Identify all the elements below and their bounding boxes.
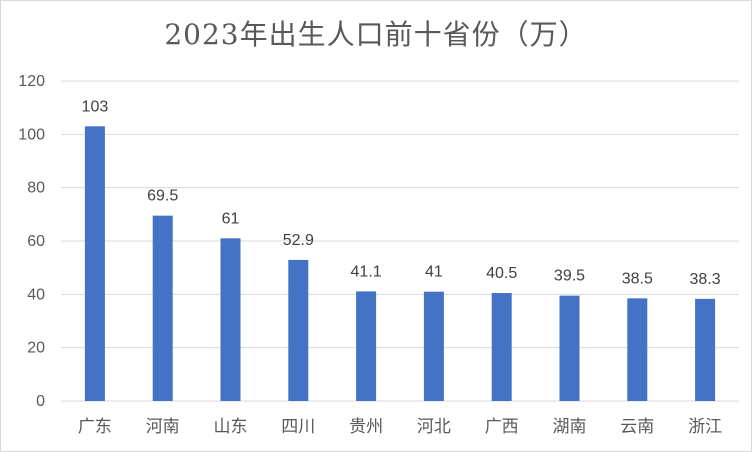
data-label: 69.5: [147, 188, 178, 205]
y-tick-label: 100: [18, 126, 45, 143]
y-tick-label: 40: [27, 286, 45, 303]
bar: [356, 291, 377, 401]
data-label: 40.5: [486, 265, 517, 282]
bar: [695, 298, 716, 401]
x-category-label: 浙江: [688, 417, 722, 437]
y-tick-label: 80: [27, 180, 45, 197]
data-label: 39.5: [554, 268, 585, 285]
x-category-label: 贵州: [349, 417, 383, 437]
bar: [84, 126, 105, 401]
y-tick-label: 60: [27, 233, 45, 250]
data-label: 38.3: [690, 271, 721, 288]
data-label: 52.9: [283, 232, 314, 249]
gridlines: [61, 80, 739, 402]
bar: [423, 291, 444, 401]
x-category-label: 广西: [485, 417, 519, 437]
x-category-label: 湖南: [553, 417, 587, 437]
data-label: 38.5: [622, 270, 653, 287]
x-category-label: 四川: [281, 417, 315, 437]
data-label: 41: [425, 264, 443, 281]
x-category-label: 河南: [146, 417, 180, 437]
data-label: 61: [222, 210, 240, 227]
y-tick-label: 0: [36, 393, 45, 410]
bar: [559, 295, 580, 401]
bar: [220, 238, 241, 401]
bar: [627, 298, 648, 401]
bar: [491, 293, 512, 401]
y-tick-label: 120: [18, 73, 45, 90]
chart-title: 2023年出生人口前十省份（万）: [164, 18, 588, 51]
x-axis-categories: 广东 河南 山东 四川 贵州 河北 广西 湖南 云南 浙江: [78, 417, 722, 437]
data-label: 41.1: [351, 263, 382, 280]
x-category-label: 云南: [620, 417, 654, 437]
y-axis-ticks: 0 20 40 60 80 100 120: [18, 73, 45, 410]
x-category-label: 广东: [78, 417, 112, 437]
data-labels: 103 69.5 61 52.9 41.1 41 40.5 39.5 38.5 38.3: [82, 98, 721, 288]
x-category-label: 河北: [417, 417, 451, 437]
y-tick-label: 20: [27, 340, 45, 357]
bar: [288, 259, 309, 401]
bar: [152, 215, 173, 401]
x-category-label: 山东: [214, 417, 248, 437]
data-label: 103: [82, 98, 109, 115]
bars: [84, 126, 716, 401]
